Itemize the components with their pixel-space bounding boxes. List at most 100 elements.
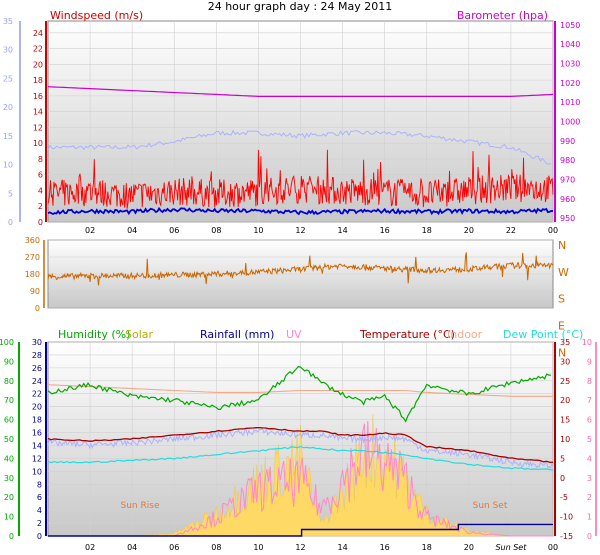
wind-faint-y-tick-label: 15 — [3, 132, 13, 141]
direction-panel-grid — [48, 239, 553, 309]
temperature-tick-label: 20 — [560, 396, 570, 405]
uv-tick-label: 10 — [582, 338, 592, 347]
humidity-tick-label: 0 — [9, 532, 14, 541]
faint-temperature-series — [47, 129, 552, 165]
barometer-tick-label: 980 — [560, 156, 575, 165]
humidity-tick-label: 90 — [4, 357, 14, 366]
climate-x-tick-label: 00 — [548, 543, 558, 552]
barometer-tick-label: 1020 — [560, 79, 580, 88]
temperature-tick-label: -15 — [560, 532, 573, 541]
barometer-tick-label: 970 — [560, 175, 575, 184]
wind-y-tick-label: 12 — [33, 123, 43, 132]
wind-panel-grid — [48, 21, 554, 223]
wind-panel-axes: 0246810121416182022240510152025303595096… — [3, 17, 581, 235]
wind-faint-y-tick-label: 35 — [3, 17, 13, 26]
wind-y-tick-label: 24 — [33, 29, 43, 38]
direction-y-tick-label: 360 — [25, 236, 40, 245]
climate-x-tick-label: 02 — [85, 543, 95, 552]
rain-tick-label: 22 — [32, 390, 42, 399]
direction-panel-series — [47, 252, 554, 286]
climate-x-tick-label: 14 — [337, 543, 347, 552]
direction-y-tick-label: 180 — [25, 270, 40, 279]
barometer-tick-label: 950 — [560, 214, 575, 223]
barometer-legend: Barometer (hpa) — [457, 9, 548, 22]
wind-faint-y-tick-label: 25 — [3, 74, 13, 83]
wind-x-tick-label: 06 — [169, 226, 179, 235]
uv-tick-label: 3 — [587, 474, 592, 483]
rain-tick-label: 4 — [37, 506, 42, 515]
dewpoint-series — [47, 445, 554, 471]
climate-panel-axes: 0246810121416182022242628300102030405060… — [0, 338, 597, 552]
indoor-series — [47, 384, 553, 397]
rain-tick-label: 8 — [37, 480, 42, 489]
wind-y-tick-label: 22 — [33, 45, 43, 54]
wind-gust-series — [47, 149, 554, 209]
climate-x-tick-label: 06 — [169, 543, 179, 552]
compass-label: W — [558, 266, 569, 279]
chart-title: 24 hour graph day : 24 May 2011 — [208, 0, 393, 13]
barometer-tick-label: 990 — [560, 137, 575, 146]
legend-dewpoint: Dew Point (°C) — [503, 328, 583, 341]
climate-x-tick-label: 10 — [253, 543, 263, 552]
humidity-tick-label: 10 — [4, 513, 14, 522]
rain-tick-label: 0 — [37, 532, 42, 541]
temperature-tick-label: 35 — [560, 338, 570, 347]
barometer-tick-label: 1000 — [560, 118, 580, 127]
direction-y-tick-label: 270 — [25, 253, 40, 262]
wind-y-tick-label: 20 — [33, 60, 43, 69]
wind-y-tick-label: 18 — [33, 76, 43, 85]
wind-x-tick-label: 00 — [548, 226, 558, 235]
humidity-tick-label: 80 — [4, 377, 14, 386]
humidity-tick-label: 60 — [4, 416, 14, 425]
wind-direction-series — [47, 252, 554, 286]
temperature-tick-label: 30 — [560, 357, 570, 366]
compass-label: N — [558, 239, 566, 252]
wind-panel-series — [47, 86, 554, 216]
wind-x-tick-label: 16 — [380, 226, 390, 235]
barometer-tick-label: 1010 — [560, 98, 580, 107]
wind-faint-y-tick-label: 10 — [3, 161, 13, 170]
compass-label: S — [558, 293, 565, 306]
wind-average-series — [47, 206, 554, 216]
temperature-tick-label: 0 — [560, 474, 565, 483]
legend-solar: Solar — [125, 328, 154, 341]
barometer-series — [47, 86, 554, 97]
rain-tick-label: 2 — [37, 519, 42, 528]
temperature-tick-label: -5 — [560, 493, 568, 502]
temperature-tick-label: 15 — [560, 416, 570, 425]
temperature-tick-label: -10 — [560, 513, 573, 522]
climate-x-tick-label: 18 — [422, 543, 432, 552]
direction-panel-axes: 0 90 180 270 360 N W SE N — [25, 236, 569, 359]
rain-tick-label: 14 — [32, 441, 42, 450]
wind-x-tick-label: 14 — [337, 226, 347, 235]
climate-panel-series — [47, 365, 554, 537]
climate-x-tick-label: 16 — [380, 543, 390, 552]
humidity-tick-label: 100 — [0, 338, 14, 347]
temperature-tick-label: 10 — [560, 435, 570, 444]
uv-tick-label: 5 — [587, 435, 592, 444]
wind-x-tick-label: 10 — [253, 226, 263, 235]
barometer-tick-label: 960 — [560, 195, 575, 204]
rain-tick-label: 20 — [32, 403, 42, 412]
barometer-tick-label: 1030 — [560, 60, 580, 69]
wind-faint-y-tick-label: 20 — [3, 103, 13, 112]
uv-tick-label: 6 — [587, 416, 592, 425]
wind-faint-y-tick-label: 30 — [3, 46, 13, 55]
wind-x-tick-label: 18 — [422, 226, 432, 235]
temperature-series — [47, 427, 554, 464]
legend-humidity: Humidity (%) — [58, 328, 130, 341]
uv-tick-label: 9 — [587, 357, 592, 366]
direction-y-tick-label: 0 — [35, 304, 40, 313]
uv-tick-label: 4 — [587, 454, 592, 463]
uv-tick-label: 2 — [587, 493, 592, 502]
rain-tick-label: 18 — [32, 416, 42, 425]
wind-y-tick-label: 14 — [33, 108, 43, 117]
compass-label: E — [558, 319, 565, 332]
humidity-series — [47, 365, 551, 423]
legend-temperature: Temperature (°C) — [359, 328, 455, 341]
uv-tick-label: 1 — [587, 513, 592, 522]
wind-y-tick-label: 2 — [38, 202, 43, 211]
rain-tick-label: 30 — [32, 338, 42, 347]
temperature-tick-label: 25 — [560, 377, 570, 386]
climate-x-tick-label: 12 — [295, 543, 305, 552]
